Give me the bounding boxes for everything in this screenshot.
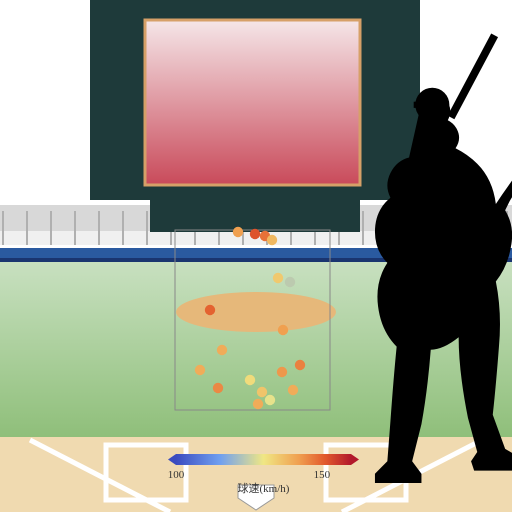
pitch-marker: [205, 305, 215, 315]
pitch-marker: [195, 365, 205, 375]
pitch-marker: [278, 325, 288, 335]
pitch-marker: [277, 367, 287, 377]
pitch-marker: [250, 229, 260, 239]
pitch-marker: [295, 360, 305, 370]
pitch-marker: [233, 227, 243, 237]
colorbar-tick: 100: [168, 469, 185, 481]
pitchers-mound: [176, 292, 336, 332]
stand-pillar: [362, 211, 364, 245]
colorbar: [176, 454, 351, 465]
colorbar-label: 球速(km/h): [238, 481, 290, 495]
stand-pillar: [74, 211, 76, 245]
stand-pillar: [50, 211, 52, 245]
pitch-marker: [285, 277, 295, 287]
stand-pillar: [2, 211, 4, 245]
stand-pillar: [122, 211, 124, 245]
pitch-marker: [213, 383, 223, 393]
pitch-marker: [267, 235, 277, 245]
stand-pillar: [146, 211, 148, 245]
pitch-location-chart: 100 150 球速(km/h): [0, 0, 512, 512]
pitch-marker: [265, 395, 275, 405]
pitch-marker: [217, 345, 227, 355]
colorbar-tick: 150: [314, 469, 331, 481]
pitch-marker: [257, 387, 267, 397]
pitch-marker: [253, 399, 263, 409]
backscreen-base: [150, 200, 360, 232]
stand-pillar: [98, 211, 100, 245]
pitch-marker: [245, 375, 255, 385]
pitch-marker: [288, 385, 298, 395]
stand-pillar: [26, 211, 28, 245]
video-board: [145, 20, 360, 185]
pitch-marker: [273, 273, 283, 283]
